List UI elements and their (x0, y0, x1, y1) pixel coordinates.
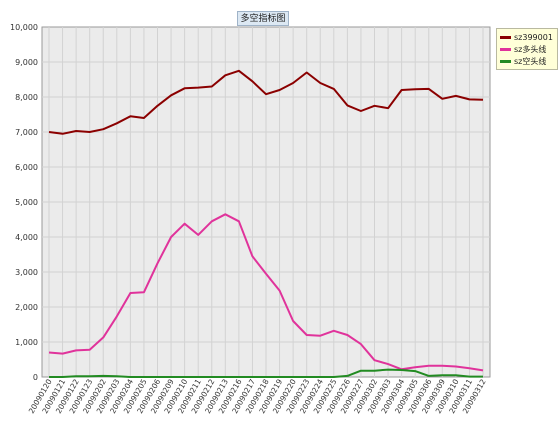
y-tick-label: 3,000 (15, 268, 38, 277)
legend: sz399001 sz多头线 sz空头线 (496, 28, 558, 70)
legend-item-series-0: sz399001 (500, 31, 554, 43)
chart-title: 多空指标图 (237, 11, 289, 26)
y-tick-label: 8,000 (15, 93, 38, 102)
series-layer (48, 69, 484, 378)
legend-label-2: sz空头线 (514, 56, 547, 66)
legend-item-series-2: sz空头线 (500, 55, 554, 67)
y-tick-label: 6,000 (15, 163, 38, 172)
x-axis-ticks: 2009012020090121200901222009012320090202… (27, 377, 488, 415)
y-tick-label: 4,000 (15, 233, 38, 242)
y-tick-label: 5,000 (15, 198, 38, 207)
legend-swatch-2 (500, 59, 511, 63)
y-tick-label: 1,000 (15, 338, 38, 347)
series-line-1 (48, 213, 484, 372)
legend-label-0: sz399001 (514, 32, 553, 42)
y-tick-label: 0 (33, 373, 38, 382)
series-line-0 (48, 69, 484, 135)
y-tick-label: 7,000 (15, 128, 38, 137)
legend-label-1: sz多头线 (514, 44, 547, 54)
y-tick-label: 9,000 (15, 58, 38, 67)
y-tick-label: 2,000 (15, 303, 38, 312)
legend-swatch-0 (500, 35, 511, 39)
legend-item-series-1: sz多头线 (500, 43, 554, 55)
series-line-2 (49, 368, 483, 378)
y-axis-ticks: 0 1,000 2,000 3,000 4,000 5,000 6,000 7,000 8,00… (10, 23, 38, 382)
legend-swatch-1 (500, 47, 511, 51)
grid-layer (42, 27, 490, 377)
y-tick-label: 10,000 (10, 23, 38, 32)
